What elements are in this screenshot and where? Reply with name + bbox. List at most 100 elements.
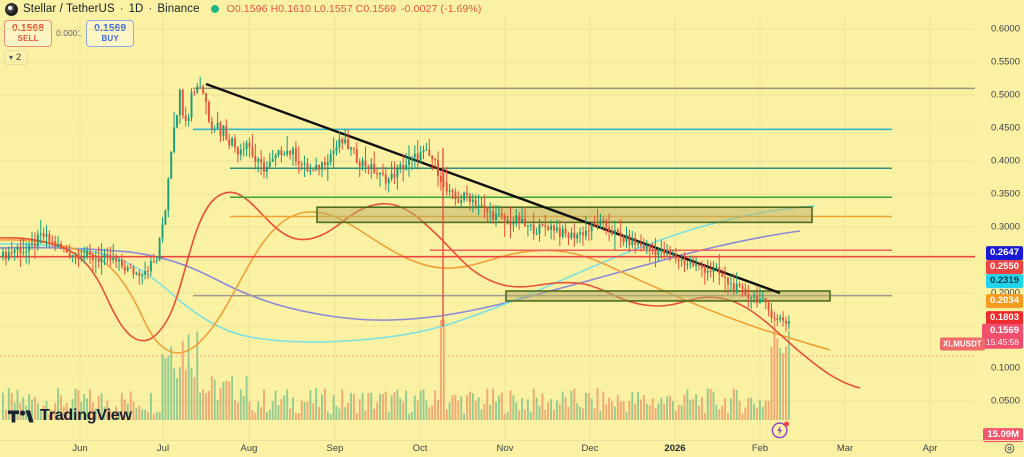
exchange-label[interactable]: Binance: [157, 3, 200, 15]
volume-bar: [703, 412, 706, 420]
candle-body: [231, 138, 234, 146]
volume-bar: [550, 398, 553, 420]
candle-body: [263, 162, 265, 172]
candle-body: [622, 236, 625, 242]
lightning-bolt-icon[interactable]: [771, 420, 790, 439]
volume-bar: [735, 390, 738, 420]
candle-body: [486, 207, 489, 213]
chart-plot-area[interactable]: [0, 16, 975, 441]
volume-bar: [573, 388, 576, 420]
candle-body: [306, 163, 309, 171]
time-tick: Apr: [922, 443, 938, 454]
candle-body: [370, 163, 373, 169]
horizontal-price-levels[interactable]: [0, 87, 975, 297]
volume-bar: [500, 392, 503, 420]
volume-bar: [671, 401, 674, 420]
time-axis[interactable]: Jun Jul Aug Sep Oct Nov Dec 2026 Feb Mar Apr: [0, 440, 1024, 457]
candle-body: [761, 298, 764, 300]
candle-body: [451, 190, 454, 193]
volume-bar: [439, 320, 442, 420]
volume-bar: [767, 401, 770, 420]
volume-bar: [602, 391, 605, 420]
price-badge[interactable]: 0.2550: [985, 260, 1023, 274]
candle-body: [547, 226, 550, 230]
candle-body: [65, 248, 68, 253]
candle-body: [94, 259, 97, 261]
volume-bar: [599, 411, 602, 420]
volume-bar: [431, 405, 434, 420]
volume-bar: [700, 397, 703, 420]
volume-bar: [642, 394, 645, 420]
trendline-descending-resistance[interactable]: [205, 82, 781, 295]
interval-label[interactable]: 1D: [128, 3, 144, 15]
time-tick: Nov: [496, 443, 514, 454]
candle-body: [2, 251, 4, 257]
candle-body: [103, 254, 106, 259]
price-axis[interactable]: 0.6000 0.5500 0.5000 0.4500 0.4000 0.3500 0.30…: [975, 16, 1024, 442]
volume-bar: [454, 394, 457, 420]
indicator-legend-collapsed[interactable]: ▾ 2: [4, 50, 29, 65]
candle-body: [126, 267, 129, 271]
volume-bar: [4, 409, 7, 420]
candle-body: [80, 258, 83, 260]
volume-bar: [669, 395, 671, 420]
price-badge[interactable]: 0.1803: [985, 311, 1023, 325]
symbol-name[interactable]: Stellar / TetherUS: [23, 3, 115, 15]
candle-body: [683, 259, 686, 265]
volume-bar: [390, 395, 393, 420]
candlestick-series[interactable]: [2, 76, 790, 332]
volume-bar: [555, 400, 558, 420]
candle-body: [776, 318, 779, 320]
volume-bar: [196, 331, 199, 420]
volume-bar: [515, 402, 518, 420]
volume-bar: [619, 401, 622, 420]
candle-body: [715, 267, 718, 269]
candle-body: [727, 277, 729, 285]
candle-body: [161, 224, 164, 239]
volume-bar: [45, 401, 48, 420]
zone-demand-zone-lower[interactable]: [505, 290, 831, 302]
volume-bar: [83, 394, 86, 420]
volume-bar: [161, 354, 164, 420]
volume-bar: [384, 391, 387, 420]
price-badge[interactable]: 0.2034: [985, 294, 1023, 308]
gear-icon[interactable]: [1004, 443, 1015, 454]
candle-body: [318, 164, 321, 170]
volume-bar: [315, 388, 318, 420]
buy-button[interactable]: 0.1569 BUY: [86, 20, 135, 47]
candle-body: [332, 150, 335, 154]
candle-body: [573, 232, 576, 239]
last-price-badge[interactable]: 0.1569 15:45:58: [981, 323, 1023, 349]
volume-bar: [7, 388, 10, 420]
price-badge[interactable]: 0.2319: [985, 274, 1023, 288]
volume-bar: [77, 390, 80, 420]
candle-body: [225, 125, 228, 140]
volume-bar: [750, 397, 753, 420]
volume-bar: [71, 399, 74, 420]
volume-bar: [367, 392, 370, 420]
volume-bar: [120, 392, 123, 420]
volume-bar: [674, 411, 677, 420]
candle-body: [89, 250, 91, 255]
candle-body: [350, 147, 352, 150]
sell-label: SELL: [17, 33, 39, 43]
volume-bar: [329, 413, 332, 420]
sell-button[interactable]: 0.1568 SELL: [4, 20, 53, 47]
candle-body: [741, 285, 744, 289]
price-badge[interactable]: 0.2647: [985, 246, 1023, 260]
price-tick: 0.5000: [990, 89, 1020, 101]
candle-body: [605, 220, 608, 228]
trendlines[interactable]: [205, 82, 781, 295]
ohlc-values: O0.1596 H0.1610 L0.1557 C0.1569: [226, 3, 397, 15]
candle-body: [489, 211, 492, 213]
volume-bar: [245, 376, 248, 420]
candle-body: [753, 295, 756, 298]
volume-bar: [277, 405, 280, 420]
volume-bar: [123, 399, 126, 420]
tradingview-wordmark: TradingView: [40, 407, 132, 424]
volume-bar: [97, 395, 100, 420]
candle-body: [36, 234, 39, 247]
candle-body: [91, 254, 94, 260]
volume-bar: [106, 400, 109, 420]
volume-badge[interactable]: 15.09M: [983, 428, 1023, 442]
